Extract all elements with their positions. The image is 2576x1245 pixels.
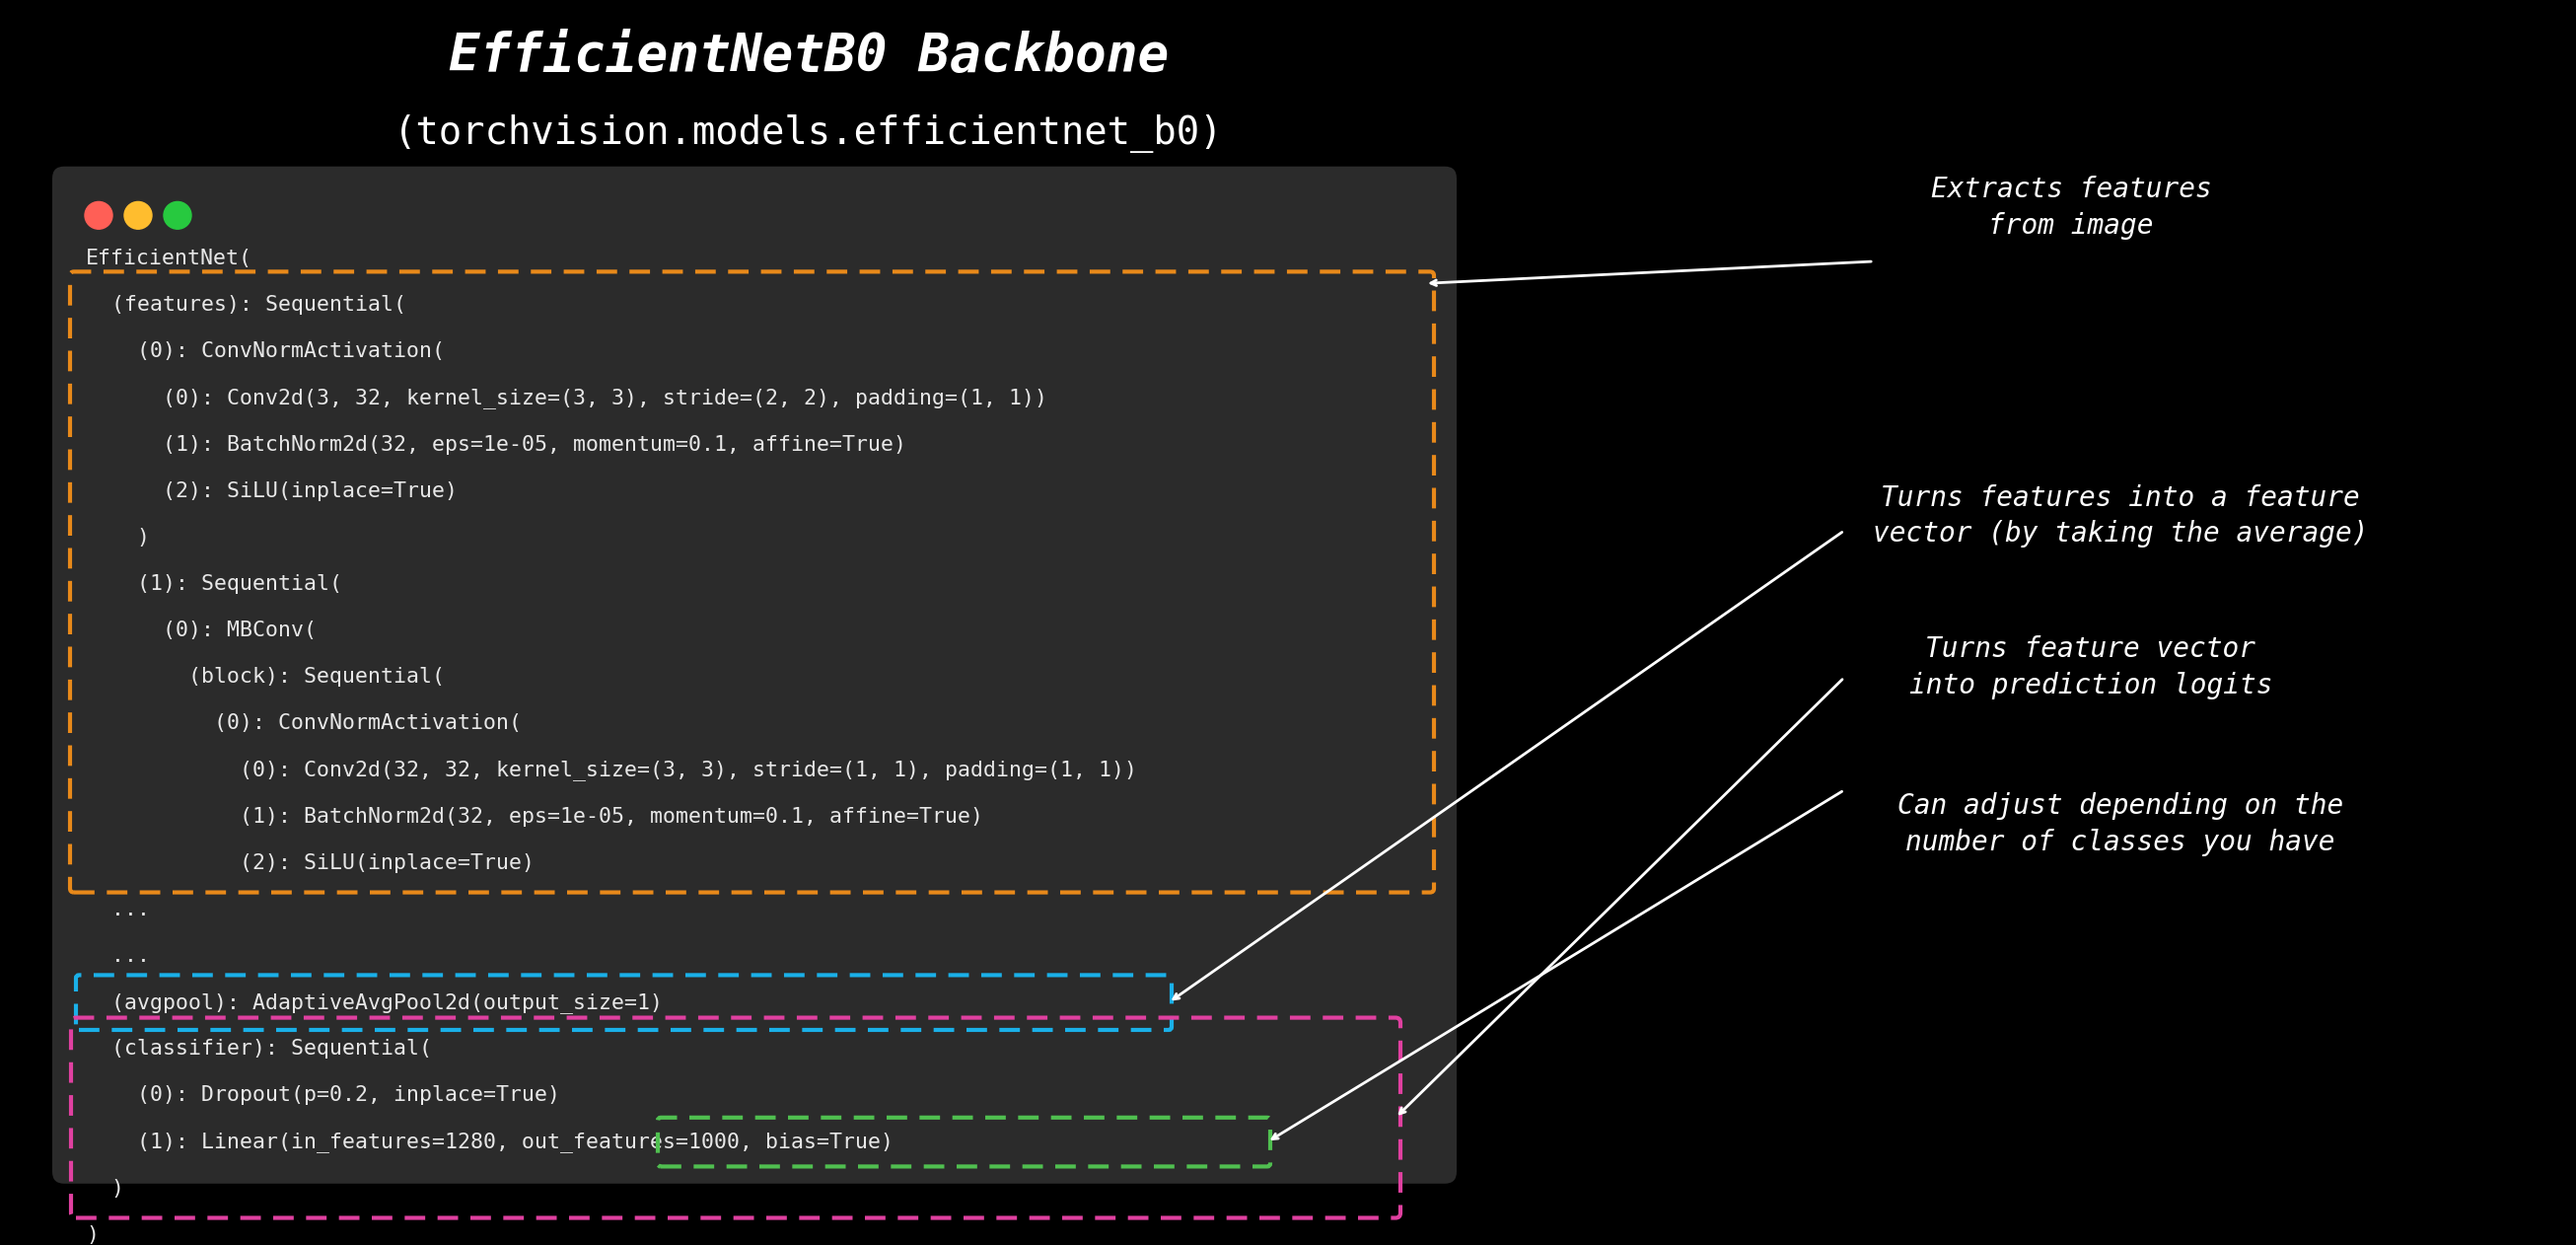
Text: EfficientNetB0 Backbone: EfficientNetB0 Backbone — [448, 30, 1170, 81]
Text: (1): BatchNorm2d(32, eps=1e-05, momentum=0.1, affine=True): (1): BatchNorm2d(32, eps=1e-05, momentum… — [85, 807, 984, 827]
Text: (1): BatchNorm2d(32, eps=1e-05, momentum=0.1, affine=True): (1): BatchNorm2d(32, eps=1e-05, momentum… — [85, 435, 907, 454]
Text: (0): ConvNormActivation(: (0): ConvNormActivation( — [85, 713, 523, 733]
Text: EfficientNet(: EfficientNet( — [85, 249, 252, 269]
FancyBboxPatch shape — [52, 167, 1455, 1184]
Text: ): ) — [85, 1179, 124, 1199]
Text: ): ) — [85, 1225, 98, 1245]
Text: (0): Dropout(p=0.2, inplace=True): (0): Dropout(p=0.2, inplace=True) — [85, 1086, 559, 1106]
Text: (features): Sequential(: (features): Sequential( — [85, 295, 407, 315]
Text: (0): Conv2d(3, 32, kernel_size=(3, 3), stride=(2, 2), padding=(1, 1)): (0): Conv2d(3, 32, kernel_size=(3, 3), s… — [85, 387, 1048, 408]
Text: Turns features into a feature
vector (by taking the average): Turns features into a feature vector (by… — [1873, 484, 2367, 548]
Text: (torchvision.models.efficientnet_b0): (torchvision.models.efficientnet_b0) — [394, 115, 1224, 153]
Circle shape — [124, 202, 152, 229]
Text: (classifier): Sequential(: (classifier): Sequential( — [85, 1040, 433, 1059]
Text: (0): MBConv(: (0): MBConv( — [85, 620, 317, 640]
Circle shape — [85, 202, 113, 229]
Text: (2): SiLU(inplace=True): (2): SiLU(inplace=True) — [85, 481, 459, 500]
Text: (0): Conv2d(32, 32, kernel_size=(3, 3), stride=(1, 1), padding=(1, 1)): (0): Conv2d(32, 32, kernel_size=(3, 3), … — [85, 759, 1136, 781]
Text: ...: ... — [85, 946, 149, 966]
Text: Turns feature vector
into prediction logits: Turns feature vector into prediction log… — [1909, 636, 2272, 700]
Text: ...: ... — [85, 900, 149, 919]
Text: (block): Sequential(: (block): Sequential( — [85, 667, 446, 687]
Text: (0): ConvNormActivation(: (0): ConvNormActivation( — [85, 341, 446, 361]
Text: (1): Sequential(: (1): Sequential( — [85, 574, 343, 594]
Text: Can adjust depending on the
number of classes you have: Can adjust depending on the number of cl… — [1899, 792, 2344, 857]
Circle shape — [165, 202, 191, 229]
Text: Extracts features
from image: Extracts features from image — [1929, 176, 2210, 239]
Text: (avgpool): AdaptiveAvgPool2d(output_size=1): (avgpool): AdaptiveAvgPool2d(output_size… — [85, 992, 662, 1013]
Text: (2): SiLU(inplace=True): (2): SiLU(inplace=True) — [85, 853, 536, 873]
Text: (1): Linear(in_features=1280, out_features=1000, bias=True): (1): Linear(in_features=1280, out_featur… — [85, 1132, 894, 1153]
Text: ): ) — [85, 528, 149, 548]
